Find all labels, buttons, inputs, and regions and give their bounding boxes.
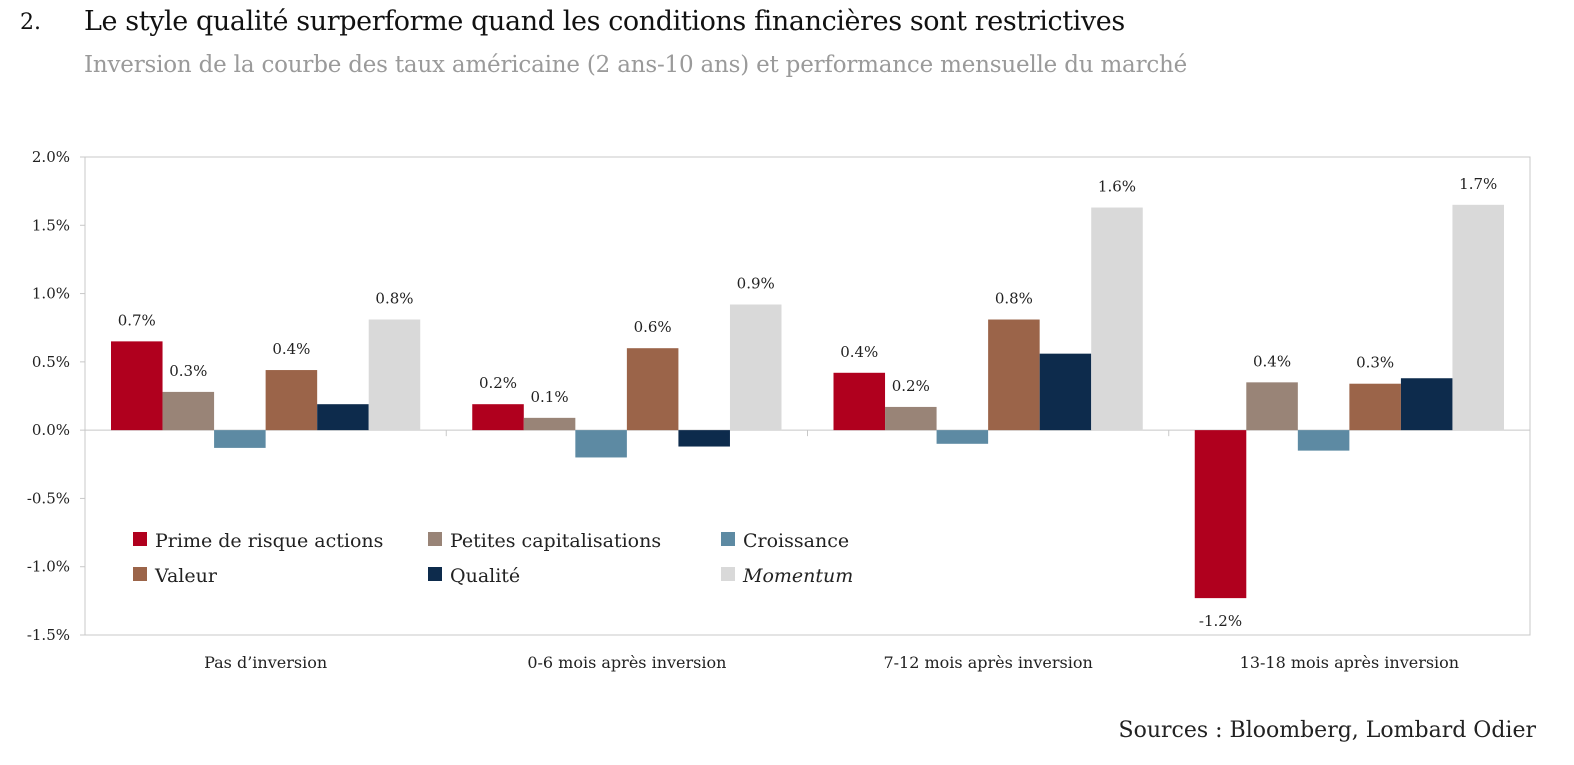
- bar: [214, 430, 266, 448]
- plot-border: [84, 156, 1531, 636]
- bar: [523, 417, 576, 431]
- x-category-label: Pas d’inversion: [204, 653, 327, 672]
- y-tick-label: 0.0%: [32, 421, 70, 439]
- bar: [729, 304, 782, 431]
- bar-chart: 2.0% 1.5% 1.0% 0.5% 0.0% -0.5% -1.0% -1.5% 0.7%…: [27, 148, 1531, 672]
- legend-label: Momentum: [742, 565, 853, 587]
- y-tick-label: -0.5%: [27, 489, 70, 507]
- bar: [575, 430, 627, 458]
- y-tick-label: -1.0%: [27, 558, 70, 576]
- x-category-label: 0-6 mois après inversion: [527, 653, 726, 672]
- bar: [885, 406, 937, 431]
- bar: [1039, 353, 1092, 431]
- data-label: 0.8%: [995, 290, 1033, 308]
- data-label: 0.3%: [1356, 354, 1394, 372]
- y-tick-label: 1.0%: [32, 285, 70, 303]
- data-label: 1.7%: [1459, 175, 1497, 193]
- bars: [111, 204, 1504, 599]
- legend-swatch: [428, 532, 442, 546]
- data-label: 0.4%: [1253, 352, 1291, 370]
- legend-swatch: [133, 532, 147, 546]
- legend-label: Croissance: [743, 530, 849, 552]
- bar: [111, 341, 163, 431]
- data-label: -1.2%: [1199, 612, 1242, 630]
- figure-number: 2.: [20, 10, 41, 35]
- x-category-label: 7-12 mois après inversion: [883, 653, 1092, 672]
- data-label: 0.4%: [272, 340, 310, 358]
- data-label: 0.6%: [634, 318, 672, 336]
- bar: [472, 404, 524, 431]
- x-axis-categories: Pas d’inversion 0-6 mois après inversion 7…: [204, 430, 1459, 672]
- bar: [368, 319, 421, 431]
- bar: [678, 430, 730, 447]
- bar: [265, 370, 318, 431]
- legend-label: Valeur: [154, 565, 218, 587]
- bar: [1246, 382, 1298, 431]
- bar: [1194, 430, 1247, 599]
- legend-swatch: [133, 567, 147, 581]
- bar: [936, 430, 989, 444]
- y-tick-label: -1.5%: [27, 626, 70, 644]
- legend-swatch: [721, 532, 735, 546]
- bar: [1349, 383, 1401, 431]
- data-label: 0.1%: [531, 388, 569, 406]
- chart-title: Le style qualité surperforme quand les c…: [84, 6, 1125, 37]
- data-label: 0.7%: [118, 311, 156, 329]
- legend-swatch: [721, 567, 735, 581]
- bar-labels: 0.7% 0.3% 0.4% 0.8% 0.2% 0.1% 0.6% 0.9% 0.4% 0.2%…: [118, 175, 1498, 630]
- bar: [317, 404, 369, 431]
- data-label: 0.3%: [169, 362, 207, 380]
- legend-label: Qualité: [450, 565, 520, 587]
- data-label: 0.2%: [892, 377, 930, 395]
- x-category-label: 13-18 mois après inversion: [1240, 653, 1459, 672]
- bar: [1297, 430, 1350, 451]
- bar: [1452, 204, 1504, 431]
- y-axis-ticks: 2.0% 1.5% 1.0% 0.5% 0.0% -0.5% -1.0% -1.5%: [27, 148, 85, 644]
- data-label: 0.9%: [737, 274, 775, 292]
- y-tick-label: 2.0%: [32, 148, 70, 166]
- data-label: 0.2%: [479, 374, 517, 392]
- legend-label: Prime de risque actions: [155, 530, 383, 552]
- y-tick-label: 0.5%: [32, 353, 70, 371]
- bar: [162, 391, 215, 431]
- y-tick-label: 1.5%: [32, 216, 70, 234]
- legend-swatch: [428, 567, 442, 581]
- chart-subtitle: Inversion de la courbe des taux américai…: [84, 52, 1188, 78]
- bar: [988, 319, 1040, 431]
- bar: [626, 348, 679, 431]
- legend-label: Petites capitalisations: [450, 530, 661, 552]
- bar: [1091, 207, 1143, 431]
- data-label: 1.6%: [1098, 178, 1136, 196]
- data-label: 0.8%: [375, 290, 413, 308]
- data-label: 0.4%: [840, 343, 878, 361]
- bar: [833, 372, 886, 431]
- source-note: Sources : Bloomberg, Lombard Odier: [1118, 718, 1536, 743]
- legend: Prime de risque actions Petites capitalis…: [133, 530, 853, 587]
- bar: [1400, 378, 1453, 431]
